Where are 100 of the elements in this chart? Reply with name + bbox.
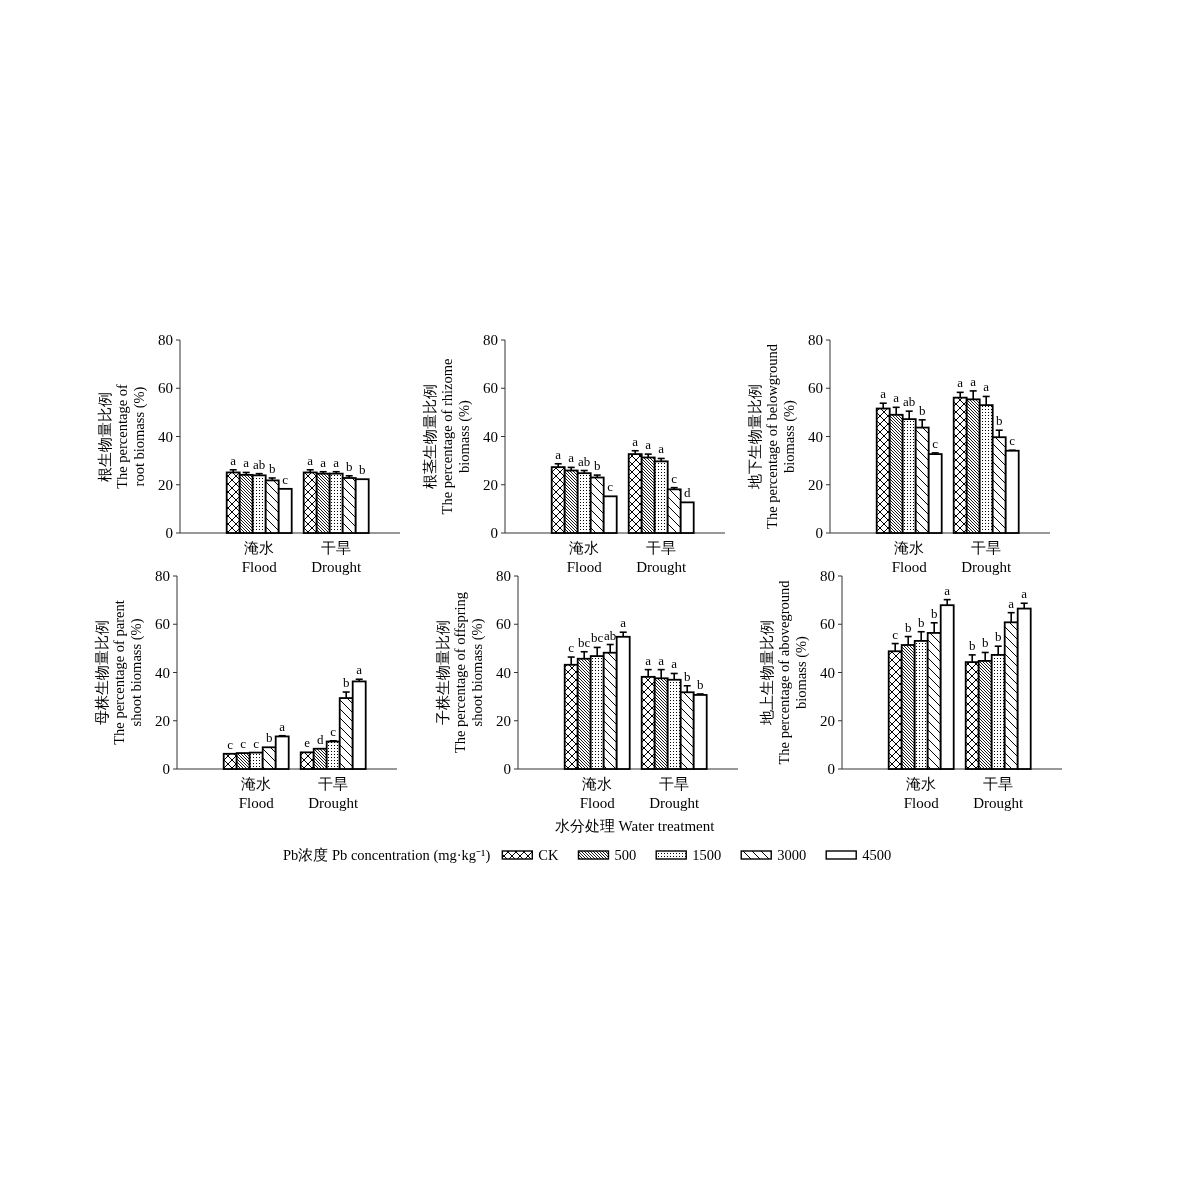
y-tick-label: 40 — [155, 664, 170, 681]
data-label: a — [307, 452, 314, 468]
data-label: b — [981, 635, 989, 651]
data-label: c — [568, 640, 575, 656]
data-label: c — [253, 735, 260, 751]
data-label: b — [683, 668, 691, 684]
y-tick-label: 0 — [490, 525, 498, 541]
data-label: b — [593, 458, 601, 474]
data-label: a — [568, 450, 575, 466]
data-label: a — [957, 375, 964, 391]
x-tick-label: 淹水 Flood — [891, 540, 928, 575]
data-label: a — [320, 454, 327, 470]
x-tick-label: 干旱 Drought — [973, 776, 1025, 811]
y-axis-title: 子株生物量比例 The percentage of offspring shoot biomass (%) — [435, 591, 486, 754]
data-label: ab — [903, 394, 916, 410]
y-tick-label: 40 — [158, 428, 173, 445]
legend-label: 1500 — [692, 847, 722, 863]
x-tick-label: 淹水 Flood — [566, 540, 603, 575]
data-label: ab — [578, 453, 591, 469]
x-tick-label: 干旱 Drought — [961, 540, 1013, 575]
data-label: bc — [591, 630, 604, 646]
y-axis-title: 母株生物量比例 The percentage of parent shoot biomass (%) — [94, 600, 145, 745]
legend-title: Pb浓度 Pb concentration (mg·kg⁻¹) — [283, 847, 491, 864]
y-axis-title: 根茎生物量比例 The percentage of rhizome biomass (%) — [422, 358, 473, 515]
data-label: c — [227, 736, 234, 752]
y-axis-title: 地下生物量比例 The percentage of belowground biomass (%) — [747, 343, 798, 529]
y-tick-label: 20 — [820, 712, 835, 729]
data-label: a — [658, 441, 665, 457]
y-tick-label: 20 — [155, 712, 170, 729]
data-label: a — [555, 446, 562, 462]
legend-label: 3000 — [777, 847, 807, 863]
y-tick-label: 20 — [158, 476, 173, 493]
y-axis-title: 根生物量比例 The percentage of root biomass (%) — [97, 384, 148, 489]
data-label: c — [932, 435, 939, 451]
data-label: d — [683, 485, 691, 501]
y-tick-label: 60 — [158, 380, 173, 397]
legend-label: CK — [538, 847, 559, 863]
y-tick-label: 20 — [496, 712, 511, 729]
data-label: b — [696, 676, 704, 692]
data-label: c — [671, 470, 678, 486]
y-tick-label: 40 — [483, 428, 498, 445]
data-label: a — [632, 433, 639, 449]
data-label: a — [1021, 586, 1028, 602]
y-tick-label: 0 — [162, 761, 170, 777]
x-tick-label: 干旱 Drought — [311, 540, 363, 575]
x-tick-label: 淹水 Flood — [903, 776, 940, 811]
data-label: b — [930, 605, 938, 621]
data-label: d — [316, 731, 324, 747]
legend-label: 500 — [614, 847, 637, 863]
y-tick-label: 60 — [820, 616, 835, 633]
y-tick-label: 60 — [483, 380, 498, 397]
data-label: a — [620, 615, 627, 631]
y-tick-label: 40 — [820, 664, 835, 681]
data-label: c — [607, 479, 614, 495]
y-tick-label: 0 — [503, 761, 511, 777]
data-label: b — [968, 637, 976, 653]
data-label: a — [1008, 595, 1015, 611]
x-tick-label: 淹水 Flood — [241, 540, 278, 575]
data-label: c — [240, 736, 247, 752]
data-label: b — [994, 629, 1002, 645]
x-tick-label: 淹水 Flood — [579, 776, 616, 811]
y-tick-label: 80 — [483, 332, 498, 348]
data-label: e — [304, 735, 311, 751]
data-label: a — [333, 454, 340, 470]
data-label: a — [970, 373, 977, 389]
data-label: ab — [604, 627, 617, 643]
data-label: a — [645, 437, 652, 453]
y-tick-label: 20 — [483, 476, 498, 493]
data-label: b — [995, 413, 1003, 429]
y-tick-label: 20 — [808, 476, 823, 493]
y-axis-title: 地上生物量比例 The percentage of aboveground biomass (%) — [759, 579, 810, 765]
data-label: b — [918, 402, 926, 418]
y-tick-label: 60 — [808, 380, 823, 397]
x-axis-title: 水分处理 Water treatment — [554, 818, 716, 834]
data-label: a — [983, 379, 990, 395]
y-tick-label: 80 — [155, 568, 170, 584]
y-tick-label: 80 — [158, 332, 173, 348]
data-label: b — [904, 619, 912, 635]
data-label: c — [282, 471, 289, 487]
data-label: a — [279, 718, 286, 734]
y-tick-label: 0 — [815, 525, 823, 541]
data-label: a — [671, 656, 678, 672]
data-label: b — [345, 458, 353, 474]
y-tick-label: 60 — [155, 616, 170, 633]
data-label: b — [358, 462, 366, 478]
y-tick-label: 80 — [820, 568, 835, 584]
data-label: a — [356, 662, 363, 678]
data-label: c — [1009, 433, 1016, 449]
y-tick-label: 0 — [827, 761, 835, 777]
data-label: b — [342, 675, 350, 691]
data-label: c — [330, 723, 337, 739]
y-tick-label: 60 — [496, 616, 511, 633]
data-label: a — [243, 455, 250, 471]
x-tick-label: 干旱 Drought — [308, 776, 360, 811]
data-label: a — [880, 386, 887, 402]
y-tick-label: 80 — [496, 568, 511, 584]
data-label: a — [645, 652, 652, 668]
x-tick-label: 干旱 Drought — [649, 776, 701, 811]
legend-label: 4500 — [862, 847, 892, 863]
x-tick-label: 淹水 Flood — [238, 776, 275, 811]
